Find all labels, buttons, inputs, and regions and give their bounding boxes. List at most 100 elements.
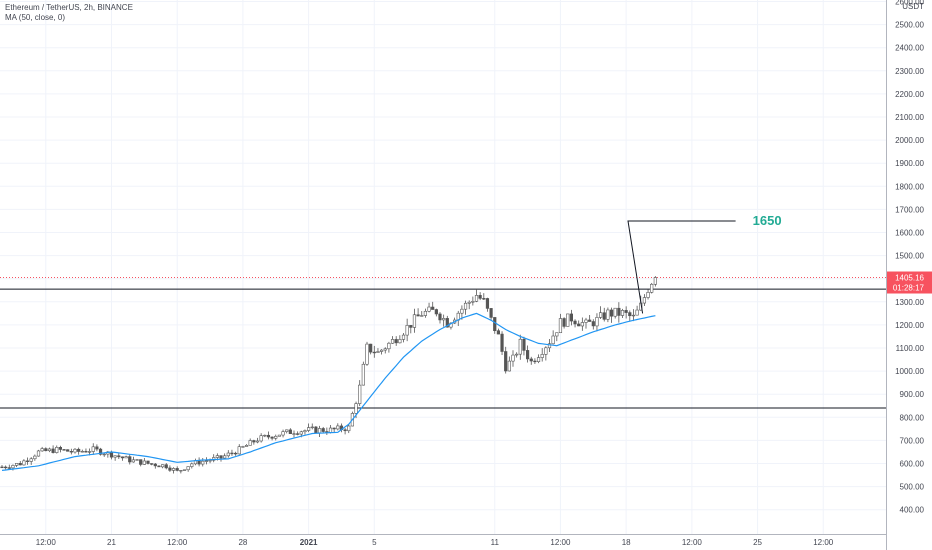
candle-body	[420, 315, 424, 317]
candle-body	[157, 465, 161, 468]
price-tick-label: 1900.00	[895, 159, 924, 168]
candle-body	[95, 446, 99, 450]
candle-body	[234, 452, 238, 455]
candle	[179, 470, 183, 474]
candle-body	[613, 307, 617, 317]
candle	[314, 426, 318, 434]
indicator-legend[interactable]: MA (50, close, 0)	[5, 13, 66, 22]
candle-body	[635, 309, 639, 316]
candle-body	[22, 460, 26, 466]
candle-body	[84, 451, 88, 453]
candle	[624, 306, 628, 319]
price-tick-label: 900.00	[900, 390, 925, 399]
candle-body	[285, 429, 289, 432]
candle	[650, 282, 654, 294]
price-tick-label: 500.00	[900, 483, 925, 492]
candle	[522, 336, 526, 356]
candle	[511, 350, 515, 367]
candle-body	[536, 357, 541, 362]
candle-body	[558, 318, 563, 334]
candle-body	[263, 434, 267, 437]
candle-body	[580, 322, 584, 327]
candle-body	[500, 333, 504, 352]
price-tick-label: 2200.00	[895, 90, 924, 99]
candle	[569, 309, 573, 326]
candle-body	[467, 301, 471, 304]
candle-body	[58, 447, 62, 450]
candle-body	[562, 318, 566, 327]
candle	[540, 348, 544, 362]
price-tick-label: 1100.00	[896, 344, 925, 353]
candle	[22, 459, 26, 466]
trend-annotation[interactable]: 1650	[627, 213, 782, 314]
candle	[303, 429, 307, 435]
candle-body	[299, 431, 303, 435]
candle-body	[646, 292, 650, 298]
candle-body	[36, 450, 41, 457]
candle	[33, 454, 37, 461]
candle	[182, 469, 187, 471]
candle-body	[131, 459, 136, 463]
candle	[613, 307, 617, 319]
horizontal-lines[interactable]	[0, 288, 886, 409]
time-tick-label: 12:00	[813, 538, 834, 547]
ma-line	[1, 312, 656, 471]
candle-body	[317, 428, 322, 434]
candle-body	[427, 306, 431, 312]
candle-body	[62, 449, 66, 451]
candle	[635, 305, 639, 316]
candle	[547, 339, 552, 352]
candle-body	[566, 313, 570, 327]
candle-body	[11, 465, 15, 469]
candle	[390, 336, 395, 344]
candle	[558, 313, 563, 334]
candle-body	[7, 467, 11, 469]
price-axis[interactable]: USDT 400.00 500.00 600.00 700.00 800.00 900.00…	[895, 0, 924, 515]
time-tick-label: 12:00	[167, 538, 188, 547]
candle-body	[379, 349, 384, 352]
candle-body	[40, 448, 44, 452]
candle-body	[642, 297, 646, 304]
price-tick-label: 700.00	[900, 436, 925, 445]
time-axis[interactable]: 12:00 21 12:00 28 2021 5 11 12:00 18 12:00 25 12:00	[36, 538, 834, 547]
price-axis-unit: USDT	[902, 2, 924, 11]
candle-body	[463, 302, 468, 310]
candle	[292, 430, 296, 438]
candle-body	[628, 312, 632, 317]
candle-body	[533, 360, 537, 363]
candle-body	[266, 434, 271, 438]
candle-body	[109, 451, 114, 458]
candle-body	[518, 338, 522, 355]
candle-body	[171, 468, 176, 471]
candle-body	[274, 435, 278, 439]
candle	[204, 457, 209, 465]
candle	[219, 455, 223, 462]
candle-body	[164, 464, 168, 469]
price-tick-label: 400.00	[900, 506, 925, 515]
candle	[29, 457, 33, 465]
candle	[241, 445, 245, 448]
candle	[588, 315, 592, 322]
candle-body	[142, 460, 146, 465]
candle-body	[405, 325, 409, 336]
candle-body	[73, 448, 77, 453]
candle	[500, 331, 504, 355]
candle-body	[336, 425, 340, 430]
candle	[584, 317, 588, 329]
candle-body	[150, 463, 154, 465]
candle	[62, 448, 66, 451]
candle-body	[237, 446, 241, 455]
candle	[628, 310, 632, 322]
candle	[310, 423, 314, 430]
candle	[266, 431, 271, 440]
candle	[77, 447, 81, 455]
candle	[142, 458, 146, 465]
candle	[296, 431, 300, 436]
symbol-legend[interactable]: Ethereum / TetherUS, 2h, BINANCE	[5, 3, 133, 12]
candle	[372, 345, 376, 358]
candle	[288, 428, 292, 435]
candle-body	[347, 425, 351, 432]
candle-body	[255, 440, 260, 443]
